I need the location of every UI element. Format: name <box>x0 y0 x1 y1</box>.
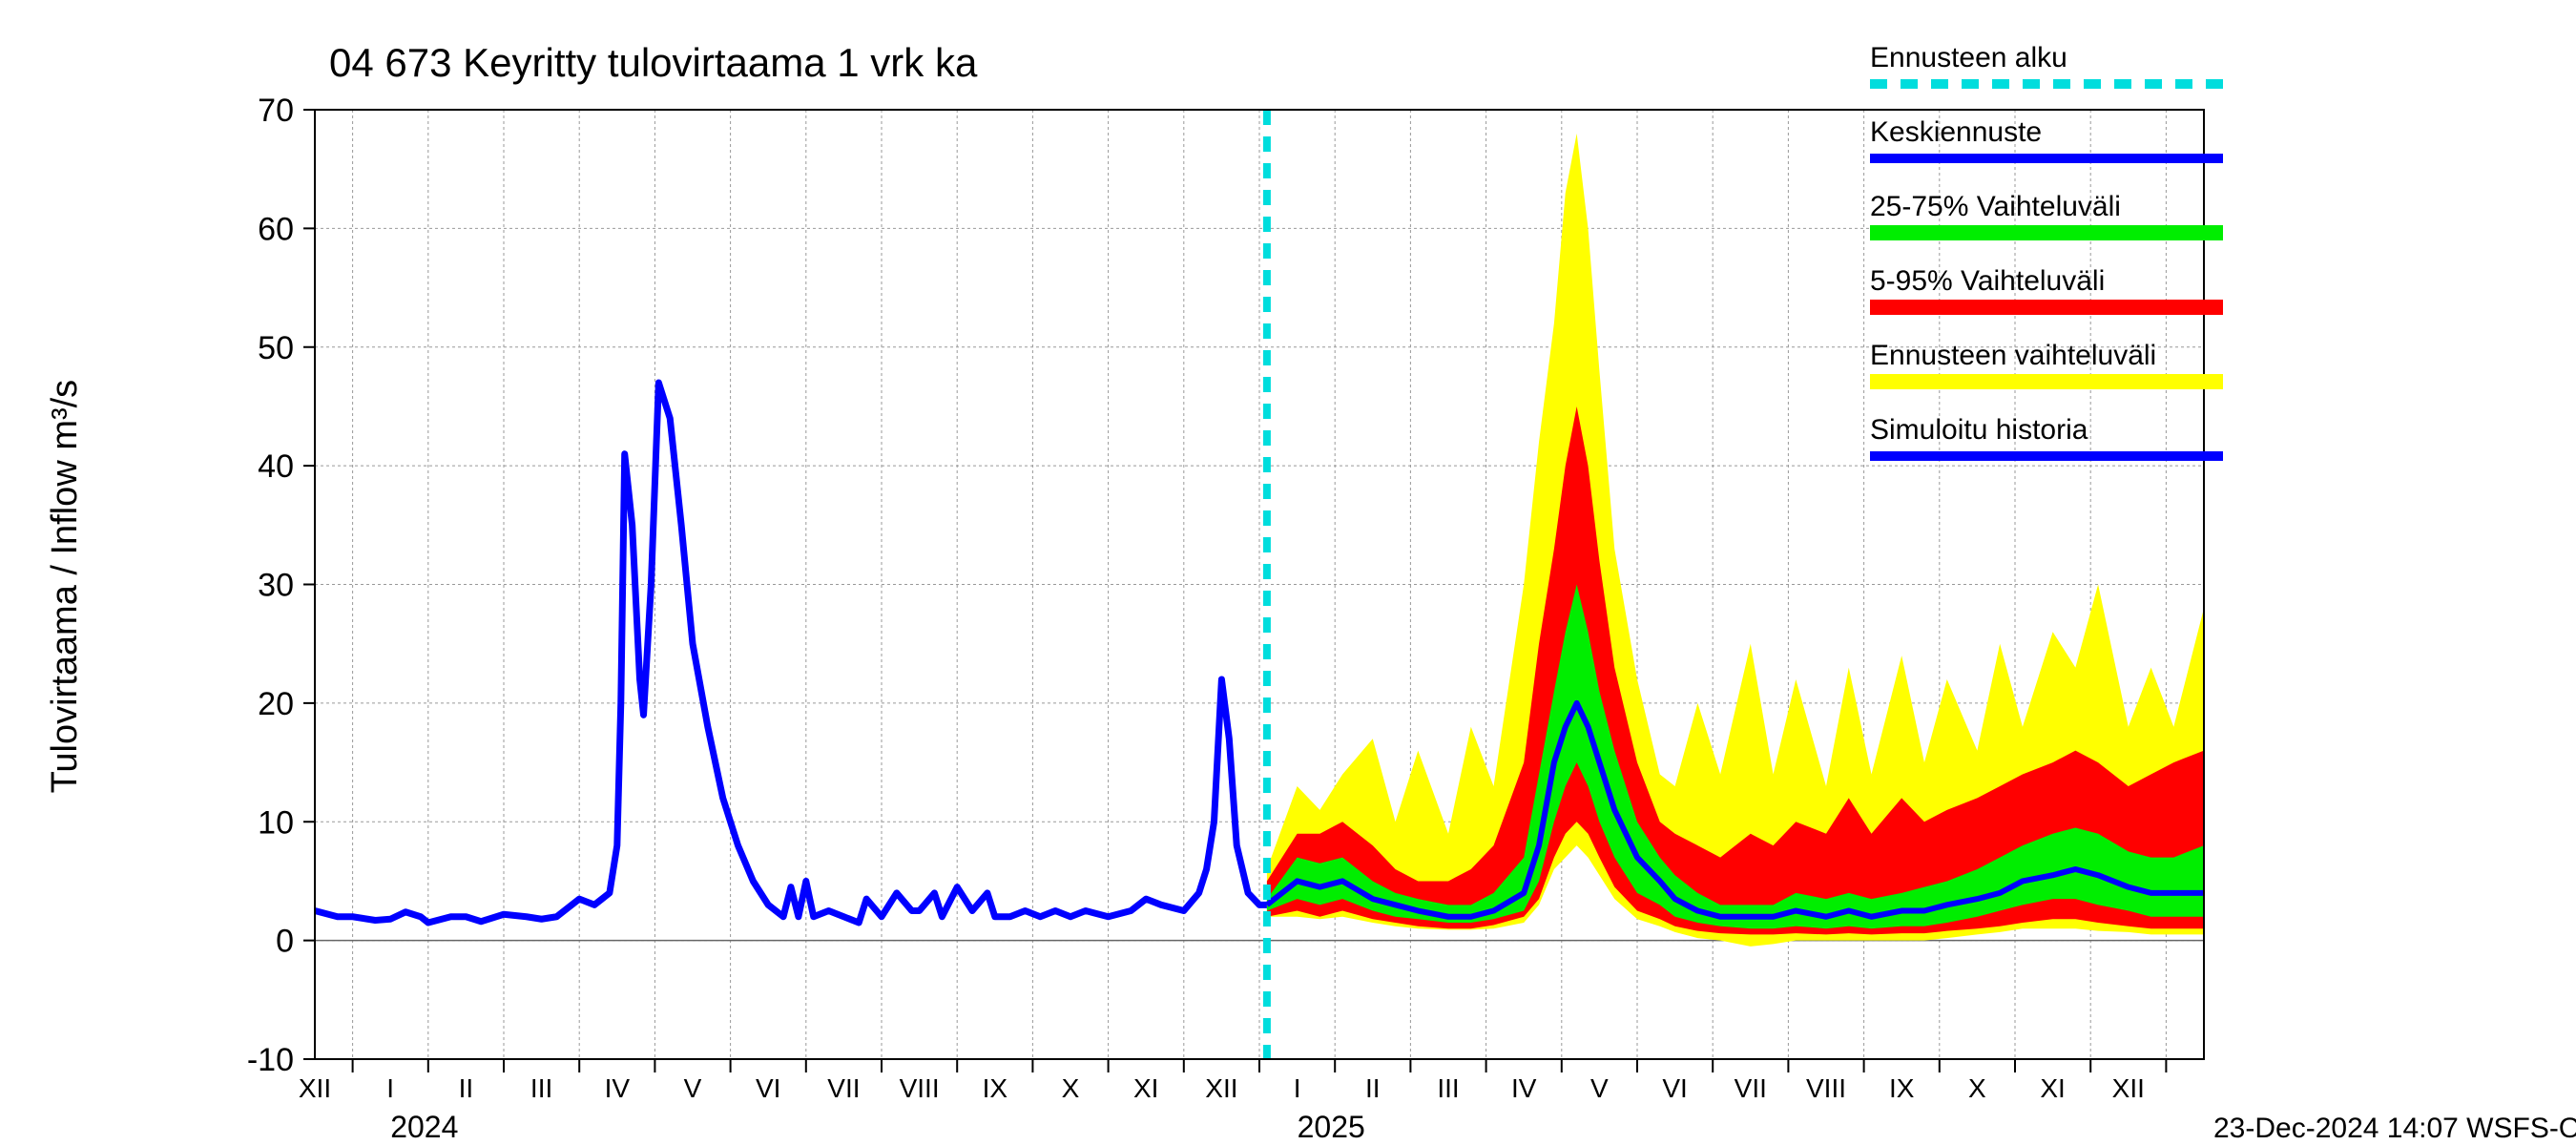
x-month-label: V <box>1590 1073 1609 1103</box>
x-month-label: VI <box>756 1073 780 1103</box>
x-month-label: IV <box>605 1073 631 1103</box>
y-tick-label: 20 <box>258 686 294 722</box>
x-month-label: XI <box>2040 1073 2065 1103</box>
x-month-label: I <box>1294 1073 1301 1103</box>
x-month-label: VII <box>1735 1073 1767 1103</box>
x-month-label: X <box>1062 1073 1080 1103</box>
legend-label: Ennusteen vaihteluväli <box>1870 340 2156 371</box>
legend-label: Keskiennuste <box>1870 116 2042 148</box>
chart-background <box>0 0 2576 1145</box>
y-tick-label: 60 <box>258 211 294 247</box>
x-month-label: XII <box>1205 1073 1237 1103</box>
y-tick-label: 0 <box>276 924 294 960</box>
y-tick-label: 30 <box>258 568 294 604</box>
x-month-label: II <box>459 1073 474 1103</box>
x-month-label: VI <box>1662 1073 1687 1103</box>
x-month-label: VIII <box>900 1073 940 1103</box>
y-tick-label: 40 <box>258 448 294 485</box>
x-month-label: III <box>530 1073 552 1103</box>
x-month-label: XI <box>1133 1073 1158 1103</box>
y-tick-label: 10 <box>258 804 294 841</box>
x-year-label: 2025 <box>1298 1110 1365 1144</box>
y-tick-label: 50 <box>258 330 294 366</box>
x-month-label: IX <box>983 1073 1008 1103</box>
y-axis-label: Tulovirtaama / Inflow m³/s <box>45 380 85 794</box>
legend-label: 25-75% Vaihteluväli <box>1870 191 2121 222</box>
x-month-label: II <box>1365 1073 1381 1103</box>
x-month-label: XII <box>2112 1073 2145 1103</box>
x-year-label: 2024 <box>390 1110 458 1144</box>
legend-swatch <box>1870 300 2223 315</box>
x-month-label: X <box>1968 1073 1986 1103</box>
y-tick-label: 70 <box>258 93 294 129</box>
x-month-label: V <box>684 1073 702 1103</box>
x-month-label: XII <box>299 1073 331 1103</box>
legend-label: Simuloitu historia <box>1870 414 2088 446</box>
legend-label: Ennusteen alku <box>1870 42 2067 73</box>
legend-label: 5-95% Vaihteluväli <box>1870 265 2105 297</box>
chart-footer: 23-Dec-2024 14:07 WSFS-O <box>2213 1113 2576 1144</box>
legend-swatch <box>1870 225 2223 240</box>
x-month-label: VII <box>827 1073 860 1103</box>
x-month-label: IV <box>1511 1073 1537 1103</box>
inflow-chart: -10010203040506070XIIIIIIIIIVVVIVIIVIIII… <box>0 0 2576 1145</box>
legend-swatch <box>1870 374 2223 389</box>
y-tick-label: -10 <box>247 1042 294 1078</box>
chart-title: 04 673 Keyritty tulovirtaama 1 vrk ka <box>329 40 978 85</box>
x-month-label: IX <box>1889 1073 1915 1103</box>
x-month-label: III <box>1437 1073 1459 1103</box>
x-month-label: VIII <box>1806 1073 1846 1103</box>
x-month-label: I <box>386 1073 394 1103</box>
